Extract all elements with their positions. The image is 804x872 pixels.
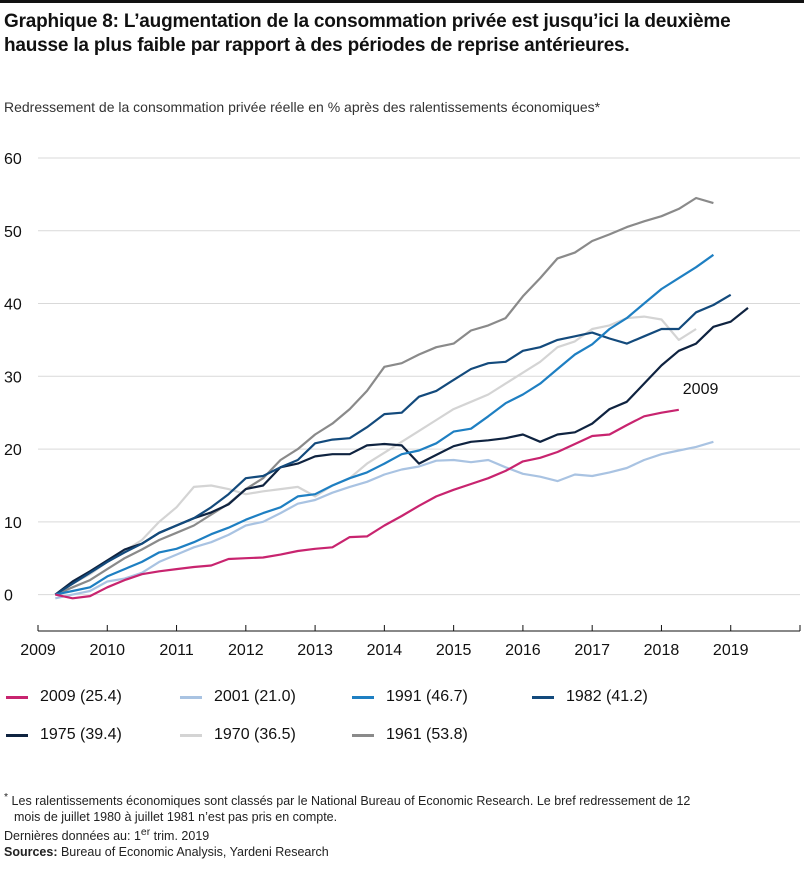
series-line-1982 bbox=[54, 293, 732, 596]
y-tick-label: 50 bbox=[4, 224, 22, 241]
x-tick-label: 2009 bbox=[20, 642, 56, 659]
annotation-2009: 2009 bbox=[683, 381, 719, 398]
y-tick-label: 30 bbox=[4, 369, 22, 386]
legend-label: 2009 (25.4) bbox=[40, 688, 122, 705]
legend-item-1961: 1961 (53.8) bbox=[352, 726, 468, 744]
x-tick-label: 2013 bbox=[297, 642, 333, 659]
legend-swatch bbox=[532, 695, 554, 699]
legend-item-1982: 1982 (41.2) bbox=[532, 688, 648, 706]
series-line-1970 bbox=[54, 315, 697, 596]
legend-swatch bbox=[180, 695, 202, 699]
last-data-note: Dernières données au: 1er trim. 2019 bbox=[4, 827, 210, 844]
series-line-1961 bbox=[54, 196, 714, 596]
legend-swatch bbox=[180, 733, 202, 737]
legend-label: 1975 (39.4) bbox=[40, 726, 122, 743]
y-tick-label: 10 bbox=[4, 515, 22, 532]
x-tick-label: 2011 bbox=[159, 642, 194, 659]
series-line-2009 bbox=[55, 408, 679, 600]
legend: 2009 (25.4) 2001 (21.0) 1991 (46.7) 1982 (4… bbox=[0, 688, 804, 758]
legend-item-1970: 1970 (36.5) bbox=[180, 726, 296, 744]
x-tick-label: 2014 bbox=[367, 642, 403, 659]
legend-item-2001: 2001 (21.0) bbox=[180, 688, 296, 706]
x-tick-label: 2019 bbox=[713, 642, 749, 659]
chart-title: Graphique 8: L’augmentation de la consom… bbox=[4, 11, 731, 56]
legend-swatch bbox=[6, 695, 28, 699]
x-tick-label: 2015 bbox=[436, 642, 472, 659]
legend-swatch bbox=[6, 733, 28, 737]
y-tick-label: 40 bbox=[4, 297, 22, 314]
legend-item-1991: 1991 (46.7) bbox=[352, 688, 468, 706]
footnote-line-1: * Les ralentissements économiques sont c… bbox=[4, 792, 691, 809]
x-tick-label: 2012 bbox=[228, 642, 264, 659]
grid-lines bbox=[38, 157, 800, 596]
footnote-line-2: mois de juillet 1980 à juillet 1981 n’es… bbox=[14, 810, 338, 825]
legend-item-1975: 1975 (39.4) bbox=[6, 726, 122, 744]
legend-label: 1991 (46.7) bbox=[386, 688, 468, 705]
legend-label: 2001 (21.0) bbox=[214, 688, 296, 705]
legend-item-2009: 2009 (25.4) bbox=[6, 688, 122, 706]
x-tick-label: 2010 bbox=[89, 642, 125, 659]
legend-label: 1970 (36.5) bbox=[214, 726, 296, 743]
y-tick-label: 20 bbox=[4, 442, 22, 459]
axes bbox=[37, 625, 801, 632]
x-tick-label: 2016 bbox=[505, 642, 541, 659]
line-chart: 0 10 20 30 40 50 60 2009 2010 2011 2012 2013 2014 201… bbox=[4, 151, 801, 659]
tick-labels: 0 10 20 30 40 50 60 2009 2010 2011 2012 2013 2014 201… bbox=[4, 151, 749, 659]
series-line-1991 bbox=[55, 253, 715, 596]
y-tick-label: 0 bbox=[4, 588, 13, 605]
chart-subtitle: Redressement de la consommation privée r… bbox=[4, 99, 601, 115]
series-lines bbox=[54, 196, 749, 600]
legend-swatch bbox=[352, 733, 374, 737]
top-rule bbox=[0, 0, 804, 3]
x-tick-label: 2017 bbox=[574, 642, 610, 659]
footnote: * Les ralentissements économiques sont c… bbox=[4, 790, 800, 860]
series-line-2001 bbox=[55, 440, 714, 600]
sources: Sources: Bureau of Economic Analysis, Ya… bbox=[4, 845, 329, 860]
x-tick-label: 2018 bbox=[644, 642, 680, 659]
legend-label: 1961 (53.8) bbox=[386, 726, 468, 743]
legend-swatch bbox=[352, 695, 374, 699]
y-tick-label: 60 bbox=[4, 151, 22, 168]
legend-label: 1982 (41.2) bbox=[566, 688, 648, 705]
